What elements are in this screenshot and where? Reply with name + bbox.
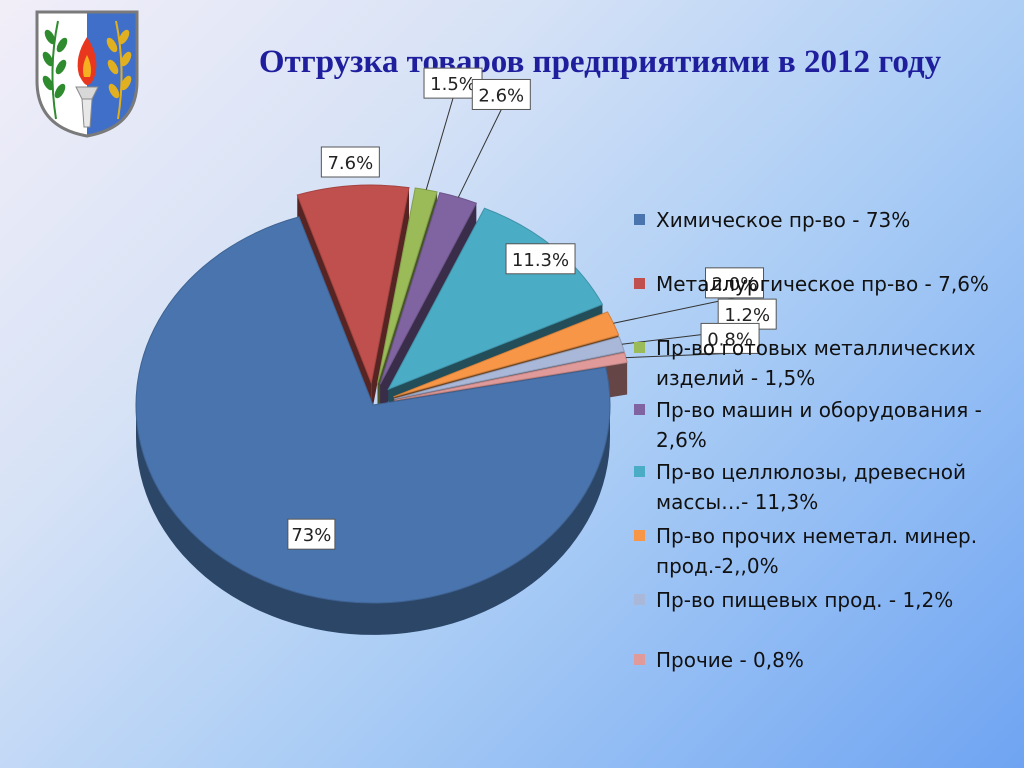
legend-item-2: Металлургическое пр-во - 7,6% xyxy=(634,269,1004,299)
pie-slice-6-leader-line xyxy=(613,297,735,324)
pie-slice-2-data-label: 7.6% xyxy=(327,153,373,174)
pie-slice-2-label-box xyxy=(320,146,380,178)
legend-swatch xyxy=(634,530,645,541)
legend-swatch xyxy=(634,278,645,289)
legend-label: Химическое пр-во - 73% xyxy=(656,208,911,232)
legend-item-7: Пр-во пищевых прод. - 1,2% xyxy=(634,585,1004,615)
legend-label: Пр-во готовых металлических изделий - 1,… xyxy=(656,336,976,390)
pie-slice-3-data-label: 1.5% xyxy=(430,74,476,95)
pie-slice-6-label-box xyxy=(705,267,765,299)
legend-swatch xyxy=(634,404,645,415)
pie-slice-7 xyxy=(394,336,625,400)
legend-item-8: Прочие - 0,8% xyxy=(634,645,1004,675)
pie-slice-1-data-label: 73% xyxy=(291,525,331,546)
pie-slice-8-leader-line xyxy=(625,352,731,359)
legend-label: Пр-во целлюлозы, древесной массы…- 11,3% xyxy=(656,460,967,514)
pie-slice-1 xyxy=(135,216,611,604)
legend-item-5: Пр-во целлюлозы, древесной массы…- 11,3% xyxy=(634,457,1004,517)
page-title: Отгрузка товаров предприятиями в 2012 го… xyxy=(258,44,942,80)
legend-swatch xyxy=(634,214,645,225)
pie-slice-5-label-box xyxy=(505,243,576,275)
legend-item-1: Химическое пр-во - 73% xyxy=(634,205,1004,235)
legend-label: Металлургическое пр-во - 7,6% xyxy=(656,272,989,296)
legend-swatch xyxy=(634,466,645,477)
pie-slice-1-label-box xyxy=(287,518,336,550)
pie-slice-4-data-label: 2.6% xyxy=(478,85,524,106)
pie-slice-2 xyxy=(296,184,410,385)
pie-slice-5-data-label: 11.3% xyxy=(512,250,569,271)
legend-label: Пр-во машин и оборудования - 2,6% xyxy=(656,398,982,452)
pie-slice-8 xyxy=(394,352,628,401)
legend-swatch xyxy=(634,654,645,665)
legend-label: Пр-во пищевых прод. - 1,2% xyxy=(656,588,954,612)
pie-slice-4-leader-line xyxy=(457,109,502,198)
legend-item-3: Пр-во готовых металлических изделий - 1,… xyxy=(634,333,1004,393)
legend-swatch xyxy=(634,594,645,605)
pie-slice-4-label-box xyxy=(471,78,531,110)
pie-slice-1-outer-side xyxy=(136,405,610,635)
legend-label: Пр-во прочих неметал. минер. прод.-2,,0% xyxy=(656,524,978,578)
pie-slice-4 xyxy=(379,192,478,385)
legend-item-6: Пр-во прочих неметал. минер. прод.-2,,0% xyxy=(634,521,1004,581)
legend-swatch xyxy=(634,342,645,353)
pie-slice-6 xyxy=(393,311,620,398)
pie-slice-7-data-label: 1.2% xyxy=(724,305,770,326)
legend-label: Прочие - 0,8% xyxy=(656,648,804,672)
pie-data-labels: 73% 7.6% 1.5%2.6% 11.3% 2.0% 1.2% 0.8% xyxy=(287,67,777,550)
coat-of-arms-icon xyxy=(35,10,139,138)
pie-slice-8-data-label: 0.8% xyxy=(707,329,753,350)
pie-slice-8-label-box xyxy=(700,322,760,354)
pie-slice-3-leader-line xyxy=(425,97,454,190)
pie-slice-2-end-wall xyxy=(371,187,409,416)
legend-item-4: Пр-во машин и оборудования - 2,6% xyxy=(634,395,1004,455)
pie-slice-6-data-label: 2.0% xyxy=(712,274,758,295)
